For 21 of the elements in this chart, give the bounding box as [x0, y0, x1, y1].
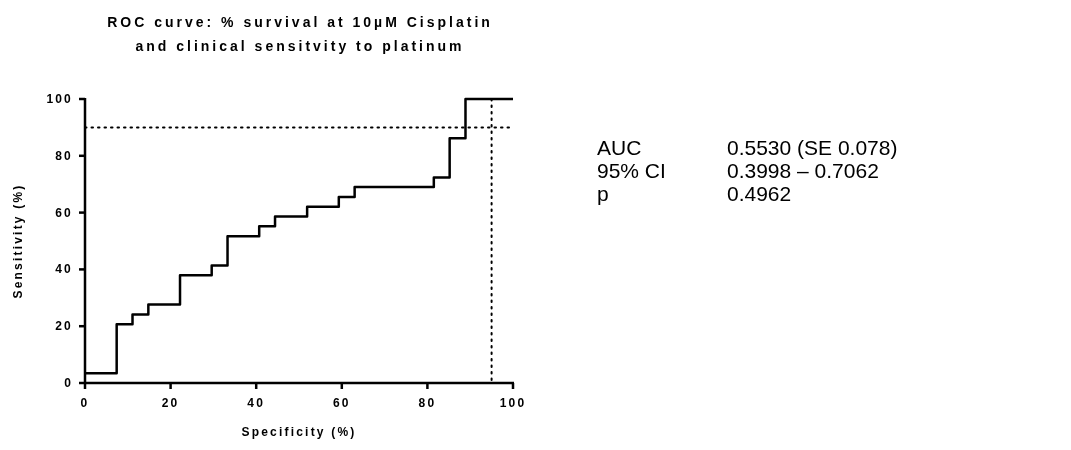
text: 0.3998 – 0.7062 — [727, 159, 879, 182]
x-tick-label: 80 — [418, 396, 437, 410]
y-tick-label: 0 — [64, 376, 73, 390]
x-tick-label: 0 — [80, 396, 90, 410]
y-tick-label: 40 — [55, 262, 73, 277]
x-tick-label: 20 — [161, 396, 180, 410]
y-tick-label: 20 — [55, 319, 73, 334]
y-tick-label: 60 — [55, 205, 73, 220]
y-axis-title: Sensitivity (%) — [11, 183, 25, 299]
text: AUC — [597, 136, 642, 159]
text: 0.4962 — [727, 182, 792, 205]
x-tick-label: 100 — [499, 396, 527, 410]
text: 0.5530 (SE 0.078) — [727, 136, 898, 159]
text: p — [597, 182, 609, 205]
x-tick-label: 40 — [247, 396, 266, 410]
chart-title: ROC curve: % survival at 10µM Cisplatin and clinical sensitvity to platinum — [107, 14, 493, 54]
y-tick-label: 80 — [55, 148, 73, 163]
text: 95% CI — [597, 159, 666, 182]
y-tick-label: 100 — [46, 92, 73, 106]
x-axis-title: Specificity (%) — [241, 425, 357, 439]
x-tick-label: 60 — [332, 396, 351, 410]
